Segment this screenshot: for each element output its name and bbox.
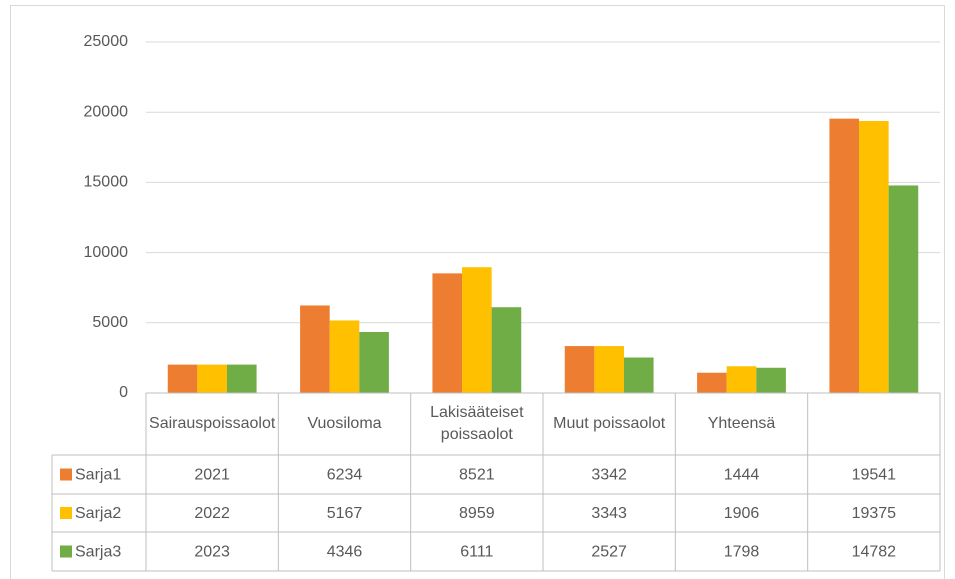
category-cell: Lakisääteiset poissaolot	[430, 404, 524, 443]
bar	[697, 372, 727, 393]
bar	[462, 267, 492, 393]
y-tick-label: 0	[119, 384, 128, 401]
y-tick-label: 10000	[84, 244, 129, 261]
x-tick-label: Lakisääteiset poissaolot	[430, 404, 524, 443]
category-cell: Yhteensä	[707, 415, 776, 432]
table-value: 1906	[724, 505, 760, 522]
table-value: 3343	[591, 505, 627, 522]
table-value: 8521	[459, 467, 495, 484]
table-value: 2022	[194, 505, 230, 522]
legend-swatch	[60, 545, 72, 558]
x-tick-label: Muut poissaolot	[553, 415, 666, 432]
table-value: 6111	[460, 544, 493, 561]
table-value: 2023	[194, 544, 230, 561]
x-tick-label: Vuosiloma	[307, 415, 382, 432]
table-value: 8959	[459, 505, 495, 522]
bar	[226, 364, 257, 393]
bar	[167, 364, 198, 393]
bar	[197, 364, 227, 393]
bar	[491, 307, 522, 393]
legend-label: Sarja2	[75, 505, 121, 522]
table-value: 1798	[724, 544, 760, 561]
category-cell: Sairauspoissaolot	[149, 415, 276, 432]
y-tick-label: 25000	[84, 33, 129, 50]
y-tick-label: 5000	[92, 314, 128, 331]
bar	[432, 273, 463, 393]
table-value: 3342	[591, 467, 627, 484]
bar	[726, 366, 757, 393]
table-value: 19541	[852, 467, 897, 484]
bar	[623, 357, 654, 393]
bar	[859, 120, 889, 393]
legend-swatch	[60, 507, 72, 519]
table-value: 19375	[852, 505, 897, 522]
bar	[594, 346, 624, 393]
legend-label: Sarja3	[75, 544, 121, 561]
table-value: 6234	[327, 467, 363, 484]
table-value: 14782	[852, 544, 897, 561]
table-value: 5167	[327, 505, 363, 522]
bar	[300, 305, 330, 393]
y-tick-label: 20000	[84, 103, 129, 120]
table-value: 2021	[194, 467, 230, 484]
y-tick-label: 15000	[84, 174, 129, 191]
bar	[888, 185, 919, 393]
category-cell: Vuosiloma	[307, 415, 382, 432]
bar	[329, 320, 360, 393]
bar	[756, 367, 786, 393]
table-value: 1444	[724, 467, 760, 484]
table-value: 2527	[591, 544, 627, 561]
legend-label: Sarja1	[75, 467, 121, 484]
legend-swatch	[60, 468, 72, 481]
x-tick-label: Yhteensä	[707, 415, 776, 432]
table-value: 4346	[327, 544, 363, 561]
bar	[564, 346, 595, 393]
x-tick-label: Sairauspoissaolot	[149, 415, 276, 432]
category-cell: Muut poissaolot	[553, 415, 666, 432]
bar	[359, 331, 389, 393]
bar	[829, 118, 860, 394]
